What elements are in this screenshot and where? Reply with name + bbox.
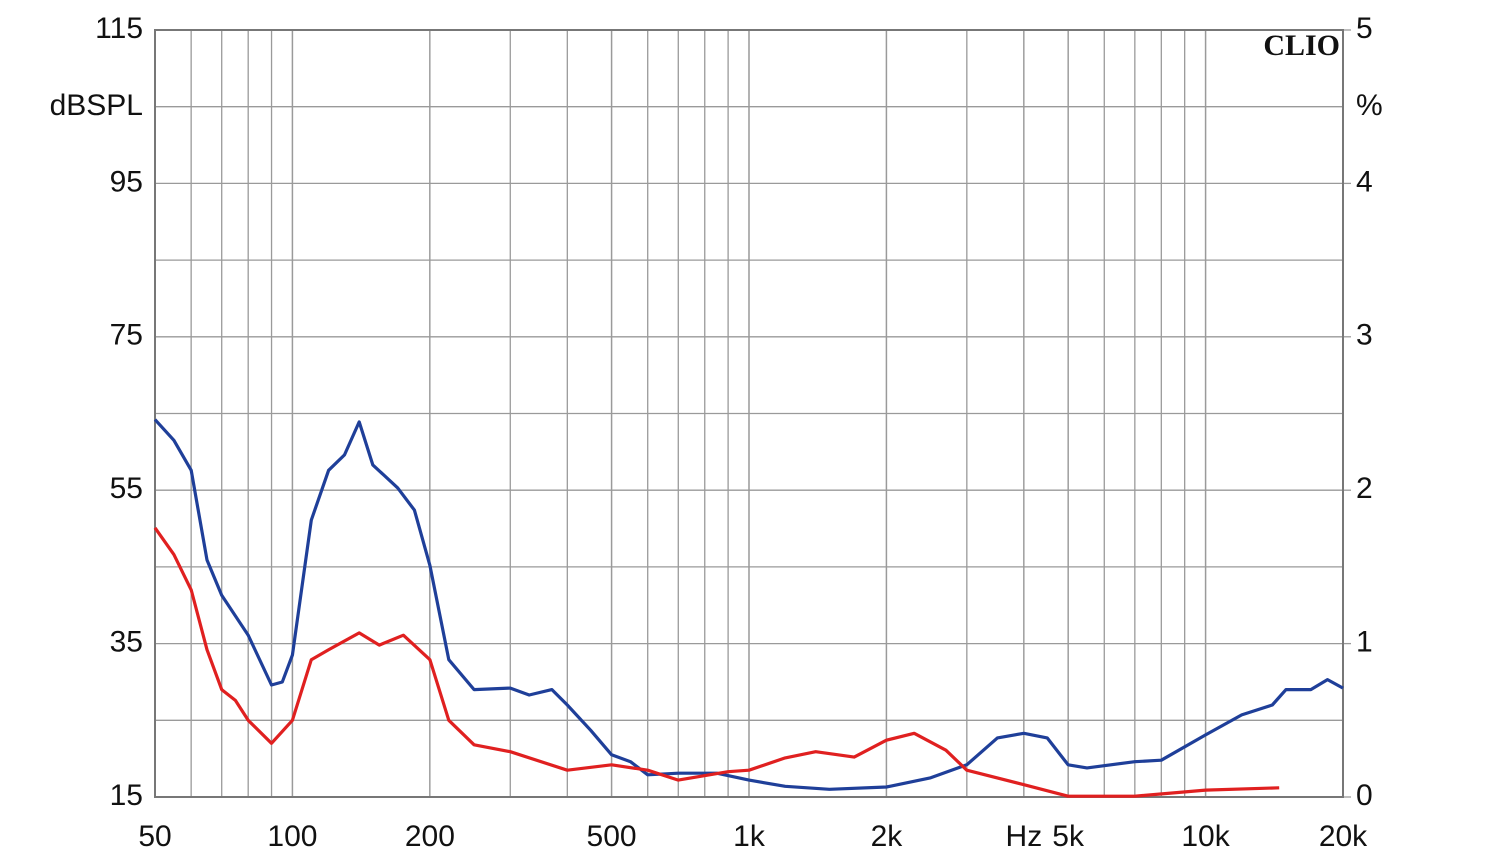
y-tick-label: 75: [110, 319, 143, 352]
x-tick-label: 20k: [1319, 820, 1368, 853]
x-tick-label: 500: [587, 820, 637, 853]
plot-frame: [154, 29, 1344, 798]
y-tick-label: 95: [110, 165, 143, 198]
y2-tick-label: 4: [1356, 165, 1373, 198]
y-axis-label: dBSPL: [50, 89, 143, 122]
x-tick-label: 1k: [733, 820, 766, 853]
x-tick-label: 10k: [1181, 820, 1230, 853]
y-tick-label: 15: [110, 779, 143, 812]
data-line: [153, 418, 1344, 791]
y-tick-label: 35: [110, 626, 143, 659]
x-tick-label: 50: [138, 820, 171, 853]
y2-tick-label: 0: [1356, 779, 1373, 812]
y2-tick-label: 1: [1356, 626, 1373, 659]
y2-axis-label: %: [1356, 89, 1383, 122]
data-line: [153, 526, 1280, 798]
x-tick-label: 100: [267, 820, 317, 853]
y2-tick-label: 3: [1356, 319, 1373, 352]
y2-tick-label: 2: [1356, 472, 1373, 505]
x-tick-label: 2k: [871, 820, 904, 853]
y-tick-label: 55: [110, 472, 143, 505]
x-tick-label: 200: [405, 820, 455, 853]
y-tick-label: 115: [95, 12, 143, 45]
brand: CLIO: [1263, 29, 1340, 62]
y2-tick-label: 5: [1356, 12, 1373, 45]
x-tick-label: 5k: [1052, 820, 1085, 853]
x-tick-label: Hz: [1006, 820, 1043, 853]
